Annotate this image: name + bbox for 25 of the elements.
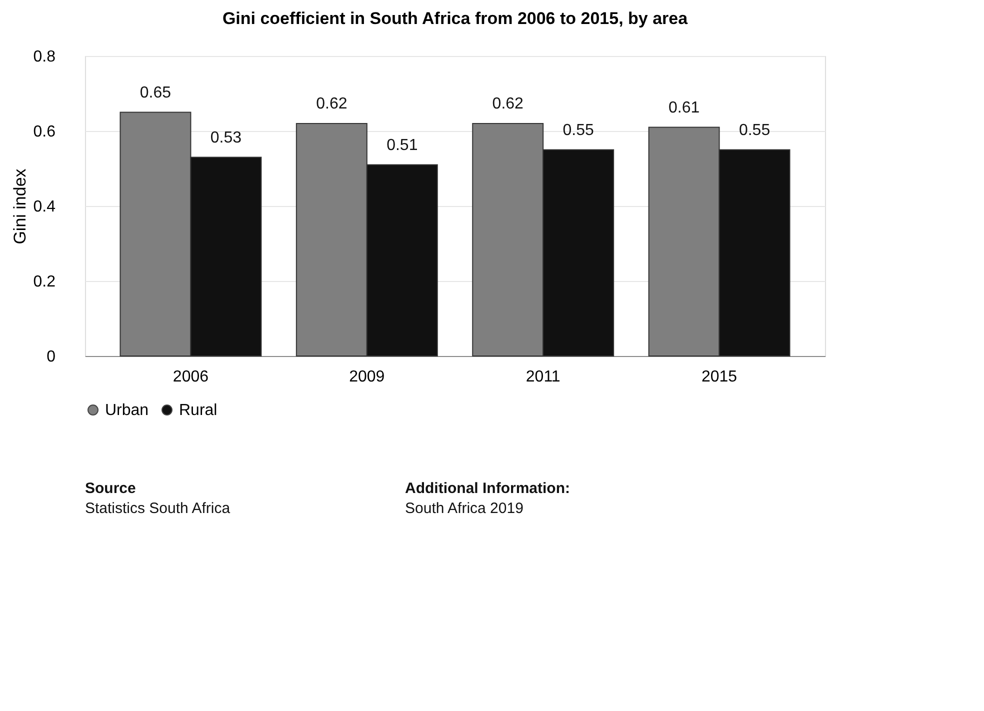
chart-title: Gini coefficient in South Africa from 2006 to 2015, by area — [222, 9, 688, 28]
x-tick-label: 2009 — [349, 368, 385, 386]
legend-label: Rural — [179, 402, 218, 419]
text: Statistics South Africa — [85, 500, 231, 517]
data-label: 0.53 — [210, 129, 242, 146]
y-tick-label: 0.4 — [33, 198, 56, 216]
text: Source — [85, 480, 136, 497]
text: South Africa 2019 — [405, 500, 524, 517]
legend-label: Urban — [105, 402, 149, 419]
y-axis-title: Gini index — [10, 168, 30, 244]
data-label: 0.61 — [668, 99, 700, 116]
data-label: 0.62 — [492, 96, 524, 112]
data-label: 0.55 — [738, 122, 770, 139]
x-tick-label: 2011 — [526, 368, 560, 386]
x-tick-label: 2015 — [701, 368, 738, 386]
y-tick-label: 0.2 — [33, 274, 56, 290]
data-label: 0.51 — [386, 136, 418, 154]
text: Additional Information: — [405, 480, 570, 497]
data-label: 0.55 — [562, 122, 594, 139]
data-label: 0.65 — [140, 84, 172, 102]
y-tick-label: 0 — [46, 348, 56, 366]
x-tick-label: 2006 — [172, 368, 209, 386]
y-tick-label: 0.8 — [33, 48, 56, 66]
y-tick-label: 0.6 — [33, 124, 56, 140]
data-label: 0.62 — [316, 96, 348, 112]
